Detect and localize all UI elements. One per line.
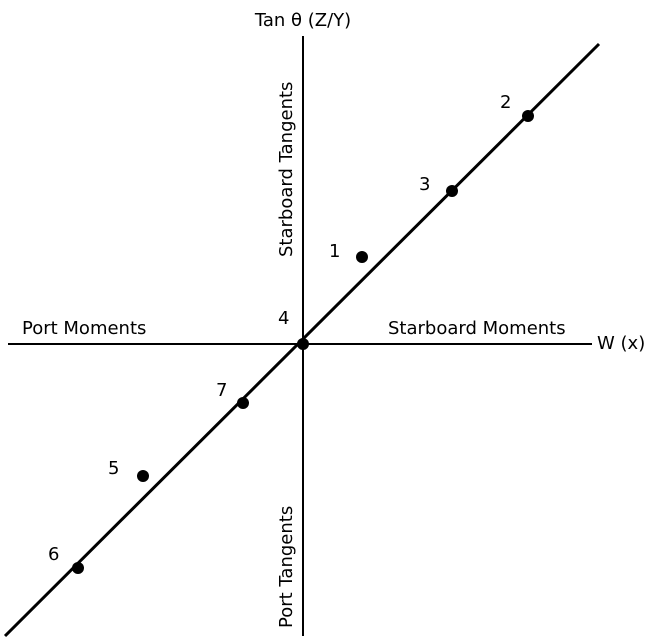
point-5-marker — [137, 470, 149, 482]
point-6: 6 — [48, 544, 84, 574]
point-1-marker — [356, 251, 368, 263]
point-4-label: 4 — [278, 308, 289, 329]
point-4: 4 — [278, 308, 309, 350]
starboard-tangents-label: Starboard Tangents — [276, 82, 297, 257]
point-3-label: 3 — [419, 174, 430, 195]
point-7: 7 — [216, 380, 249, 409]
point-6-label: 6 — [48, 544, 59, 565]
x-axis-title: W (x) — [597, 333, 645, 354]
point-4-marker — [297, 338, 309, 350]
point-3-marker — [446, 185, 458, 197]
point-7-marker — [237, 397, 249, 409]
point-1: 1 — [329, 241, 368, 263]
point-2-label: 2 — [500, 92, 511, 113]
point-5-label: 5 — [108, 458, 119, 479]
point-3: 3 — [419, 174, 458, 197]
point-2-marker — [522, 110, 534, 122]
y-axis-title: Tan θ (Z/Y) — [254, 10, 351, 31]
port-tangents-label: Port Tangents — [276, 506, 297, 628]
starboard-moments-label: Starboard Moments — [388, 318, 566, 339]
point-7-label: 7 — [216, 380, 227, 401]
port-moments-label: Port Moments — [22, 318, 146, 339]
point-2: 2 — [500, 92, 534, 122]
point-6-marker — [72, 562, 84, 574]
point-1-label: 1 — [329, 241, 340, 262]
point-5: 5 — [108, 458, 149, 482]
